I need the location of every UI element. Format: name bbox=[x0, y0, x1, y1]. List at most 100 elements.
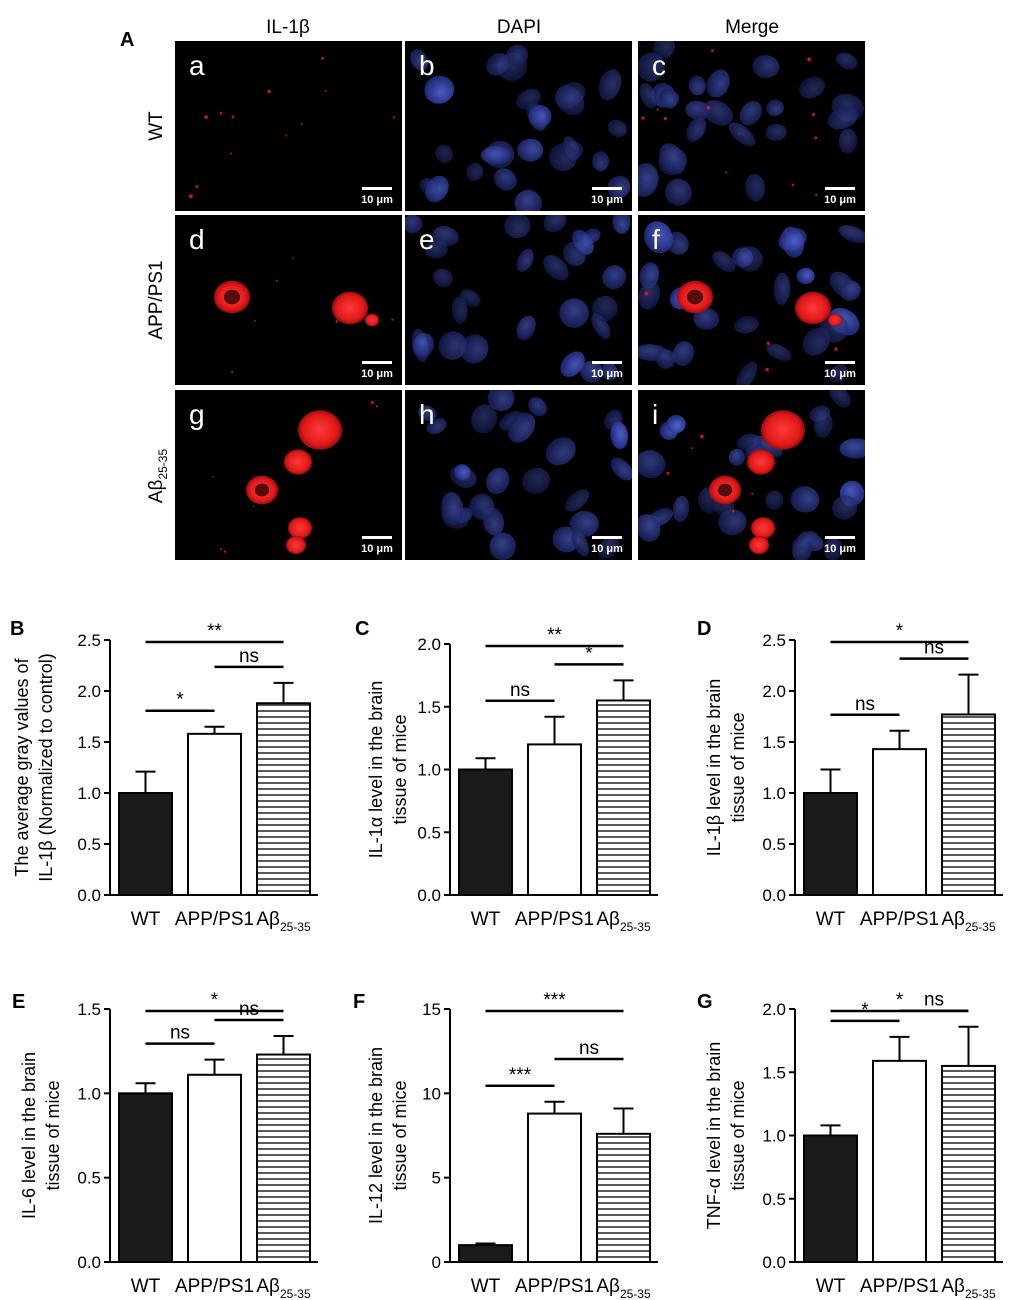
nucleus-mark bbox=[517, 138, 544, 162]
nucleus-mark bbox=[639, 83, 657, 109]
chart-d: D 0.0 0.5 1.0 1.5 2.0 2.5 IL-1β level in the br… bbox=[697, 618, 1003, 934]
x-tick-label: Aβ25-35 bbox=[941, 909, 996, 934]
micrograph-panel-letter: d bbox=[189, 224, 205, 255]
red-speck bbox=[392, 116, 395, 119]
y-tick-label: 1.0 bbox=[762, 784, 786, 803]
nucleus-mark bbox=[778, 227, 807, 251]
bar-0 bbox=[458, 1244, 513, 1263]
y-tick-label: 1.0 bbox=[77, 1084, 101, 1103]
chart-panel-label: B bbox=[10, 618, 24, 640]
red-speck bbox=[391, 318, 394, 321]
red-cell bbox=[332, 291, 368, 325]
nucleus-mark bbox=[798, 76, 826, 99]
nucleus-mark bbox=[745, 173, 766, 202]
chart-panel-label: G bbox=[697, 991, 713, 1013]
red-cell bbox=[288, 517, 312, 539]
x-tick-label: APP/PS1 bbox=[175, 1276, 254, 1297]
micrograph-g: g 10 μm bbox=[175, 390, 402, 560]
nucleus-mark bbox=[790, 486, 820, 513]
red-cell bbox=[365, 313, 379, 327]
column-header-merge: Merge bbox=[725, 17, 779, 38]
nucleus-mark bbox=[638, 52, 665, 82]
nucleus-mark bbox=[638, 514, 661, 542]
red-speck bbox=[370, 400, 374, 405]
nucleus-mark bbox=[666, 414, 686, 434]
nucleus-mark bbox=[522, 467, 550, 495]
bar-1 bbox=[187, 732, 242, 897]
significance-label: * bbox=[896, 990, 904, 1011]
red-speck bbox=[292, 257, 294, 260]
y-tick-label: 2.0 bbox=[77, 682, 101, 701]
nucleus-mark bbox=[543, 215, 567, 233]
scale-bar bbox=[592, 361, 622, 364]
y-tick-label: 2.0 bbox=[417, 635, 441, 654]
y-tick-label: 2.5 bbox=[77, 631, 101, 650]
micrograph-panel-letter: e bbox=[419, 224, 435, 255]
red-speck bbox=[706, 105, 711, 110]
scale-bar bbox=[362, 187, 392, 190]
red-cell bbox=[298, 410, 342, 450]
significance-label: ns bbox=[510, 680, 530, 701]
nucleus-mark bbox=[426, 417, 447, 435]
y-tick-label: 0 bbox=[432, 1253, 441, 1272]
red-cell bbox=[761, 410, 805, 450]
y-tick-label: 1.0 bbox=[417, 761, 441, 780]
nucleus-mark bbox=[471, 404, 498, 434]
nucleus-mark bbox=[460, 289, 481, 308]
significance-label: ns bbox=[239, 646, 259, 667]
y-tick-label: 1.5 bbox=[417, 698, 441, 717]
panel-a: A IL-1β DAPI Merge WT APP/PS1 Aβ25-35 a 1… bbox=[120, 17, 865, 560]
micrograph-e: e 10 μm bbox=[405, 215, 632, 385]
micrograph-a: a 10 μm bbox=[175, 41, 402, 211]
y-tick-label: 1.5 bbox=[77, 1000, 101, 1019]
micrograph-panel-letter: f bbox=[652, 224, 660, 255]
nucleus-mark bbox=[733, 316, 760, 334]
nucleus-mark bbox=[735, 361, 758, 385]
y-axis-label: The average gray values of IL-1β (Normali… bbox=[12, 653, 56, 881]
chart-panel-label: C bbox=[355, 618, 369, 640]
micrograph-background bbox=[175, 215, 402, 385]
red-cell bbox=[795, 291, 831, 325]
nucleus-mark bbox=[506, 44, 529, 66]
bar-2 bbox=[941, 713, 996, 897]
nucleus-mark bbox=[612, 215, 631, 234]
chart-g: G 0.0 0.5 1.0 1.5 2.0 TNF-α level in the brain… bbox=[697, 990, 1003, 1300]
nucleus-mark bbox=[728, 122, 756, 147]
nucleus-mark bbox=[736, 433, 762, 452]
red-speck bbox=[766, 341, 770, 345]
micrograph-i: i 10 μm bbox=[638, 390, 865, 560]
column-header-dapi: DAPI bbox=[497, 17, 541, 38]
red-speck bbox=[253, 505, 255, 508]
bar-0 bbox=[118, 1092, 173, 1264]
nucleus-mark bbox=[829, 364, 848, 383]
nucleus-mark bbox=[435, 144, 453, 164]
x-tick-label: WT bbox=[816, 1276, 846, 1297]
bar-1 bbox=[872, 748, 927, 897]
significance-label: *** bbox=[509, 1065, 532, 1086]
red-speck bbox=[812, 113, 816, 117]
nucleus-mark bbox=[489, 532, 517, 560]
nucleus-mark bbox=[739, 101, 762, 126]
nucleus-mark bbox=[466, 162, 484, 181]
nucleus-mark bbox=[598, 535, 620, 559]
nucleus-mark bbox=[528, 397, 547, 417]
nucleus-mark bbox=[766, 99, 784, 116]
micrograph-panel-letter: h bbox=[419, 399, 435, 430]
nucleus-mark bbox=[453, 464, 471, 481]
red-speck bbox=[230, 152, 232, 155]
red-speck bbox=[300, 123, 303, 125]
nucleus-mark bbox=[571, 530, 589, 557]
row-label-app-ps1: APP/PS1 bbox=[146, 260, 167, 339]
y-axis-label: IL-12 level in the brain tissue of mice bbox=[366, 1047, 410, 1224]
bar-1 bbox=[872, 1059, 927, 1263]
nucleus-mark bbox=[686, 117, 707, 142]
bar-0 bbox=[458, 768, 513, 896]
nucleus-mark bbox=[481, 146, 511, 165]
nucleus-mark bbox=[508, 412, 536, 443]
y-tick-label: 0.0 bbox=[77, 1253, 101, 1272]
y-tick-label: 0.0 bbox=[77, 886, 101, 905]
nucleus-mark bbox=[732, 247, 754, 268]
nucleus-mark bbox=[432, 268, 454, 288]
micrograph-panel-letter: g bbox=[189, 399, 205, 430]
nucleus-mark bbox=[424, 240, 448, 259]
